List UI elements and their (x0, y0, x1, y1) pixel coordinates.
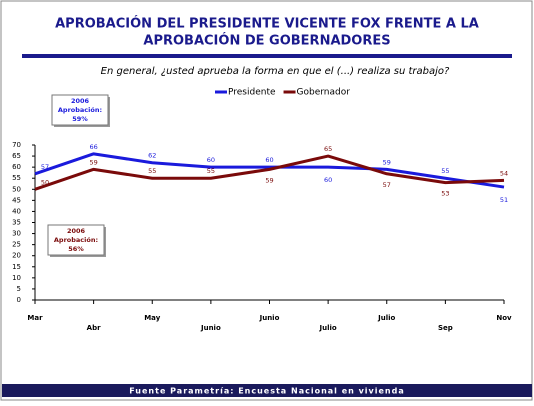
x-tick-label: Mar (27, 314, 43, 322)
y-tick-label: 40 (12, 207, 21, 215)
y-tick-label: 30 (12, 230, 21, 238)
y-tick-label: 45 (12, 196, 21, 204)
y-tick-label: 25 (12, 241, 21, 249)
annotation-box (47, 224, 105, 256)
y-tick-label: 20 (12, 252, 21, 260)
y-tick-label: 0 (17, 296, 21, 304)
data-label: 54 (500, 169, 508, 177)
data-label: 59 (265, 176, 273, 184)
data-label: 62 (148, 152, 156, 160)
subtitle: En general, ¿usted aprueba la forma en q… (101, 66, 450, 77)
y-tick-label: 70 (12, 141, 21, 149)
x-tick-label: Julio (319, 324, 337, 332)
y-tick-label: 60 (12, 163, 21, 171)
y-tick-label: 35 (12, 219, 21, 227)
y-tick-label: 65 (12, 152, 21, 160)
series-line (34, 152, 505, 189)
annotation-text: 2006 (67, 227, 86, 235)
annotation-text: Aprobación: (58, 106, 102, 114)
y-tick-label: 15 (12, 263, 21, 271)
title-rule (22, 54, 512, 58)
data-label: 66 (89, 143, 97, 151)
data-label: 57 (383, 181, 391, 189)
data-label: 53 (441, 190, 449, 198)
annotation-text: 59% (72, 115, 88, 123)
y-tick-label: 5 (17, 285, 21, 293)
x-tick-label: Junio (259, 314, 280, 322)
y-tick-label: 55 (12, 174, 21, 182)
legend-label: Presidente (228, 88, 276, 98)
data-label: 55 (207, 167, 215, 175)
annotation-text: 2006 (71, 97, 90, 105)
annotation-box (51, 94, 109, 126)
chart-title: APROBACIÓN DEL PRESIDENTE VICENTE FOX FR… (55, 16, 479, 32)
data-label: 60 (324, 176, 332, 184)
legend-label: Gobernador (297, 88, 351, 98)
data-label: 57 (41, 163, 49, 171)
data-label: 55 (441, 167, 449, 175)
data-label: 50 (41, 178, 49, 186)
annotation-text: 56% (68, 245, 84, 253)
data-label: 59 (89, 158, 97, 166)
x-tick-label: Sep (438, 324, 453, 332)
x-tick-label: May (144, 314, 160, 322)
annotation-text: Aprobación: (54, 236, 98, 244)
source: Fuente Parametría: Encuesta Nacional en … (129, 387, 405, 396)
data-label: 60 (265, 156, 273, 164)
chart-title: APROBACIÓN DE GOBERNADORES (143, 33, 390, 49)
series-line (34, 154, 505, 191)
y-tick-label: 10 (12, 274, 21, 282)
footer-bar (2, 384, 532, 397)
y-tick-label: 50 (12, 185, 21, 193)
x-tick-label: Junio (200, 324, 221, 332)
data-label: 59 (383, 158, 391, 166)
data-label: 60 (207, 156, 215, 164)
data-label: 51 (500, 196, 508, 204)
x-tick-label: Abr (87, 324, 101, 332)
data-label: 65 (324, 145, 332, 153)
data-label: 55 (148, 167, 156, 175)
x-tick-label: Nov (496, 314, 512, 322)
x-tick-label: Julio (377, 314, 395, 322)
